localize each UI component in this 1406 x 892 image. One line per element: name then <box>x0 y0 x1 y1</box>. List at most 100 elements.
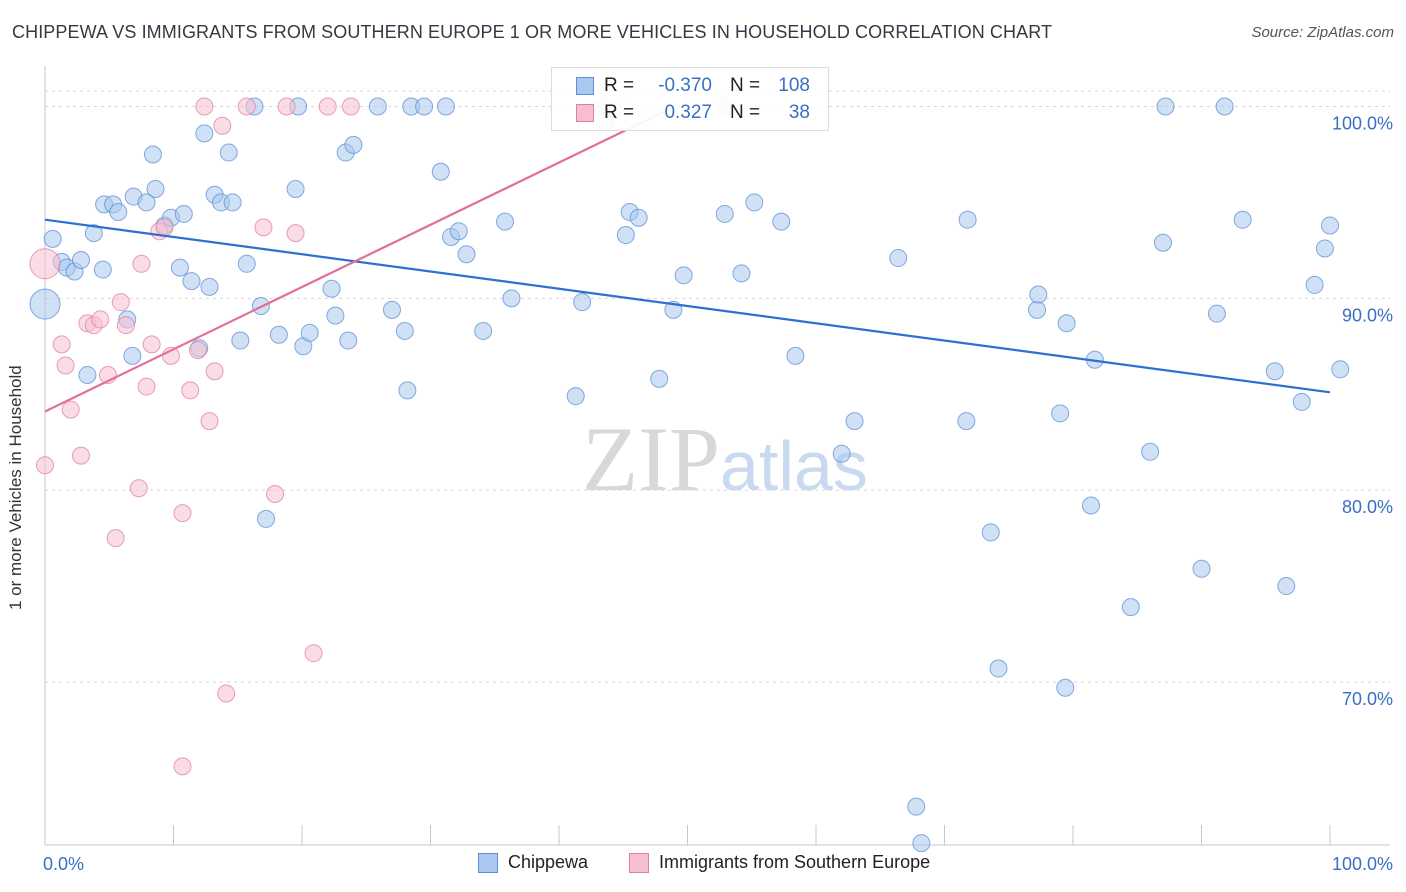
chippewa-point <box>1121 598 1140 617</box>
chippewa-point <box>286 180 305 199</box>
watermark-zip: ZIP <box>582 408 720 510</box>
immigrants-point <box>142 335 161 354</box>
chippewa-point <box>772 212 791 231</box>
chippewa-point <box>200 277 219 296</box>
chippewa-point <box>1081 496 1100 515</box>
chippewa-point <box>257 509 276 528</box>
immigrants-point <box>132 254 151 273</box>
y-tick-label: 100.0% <box>1332 114 1393 134</box>
chippewa-point <box>496 212 515 231</box>
chippewa-point <box>566 387 585 406</box>
chippewa-trend-line <box>44 218 1331 394</box>
immigrants-point <box>91 310 110 329</box>
chippewa-point <box>237 254 256 273</box>
chippewa-point <box>1292 392 1311 411</box>
immigrants-point <box>237 97 256 116</box>
immigrants-point <box>173 504 192 523</box>
immigrants-point <box>286 224 305 243</box>
chippewa-point <box>457 245 476 264</box>
chippewa-point <box>573 293 592 312</box>
chippewa-point <box>344 135 363 154</box>
chippewa-point <box>958 210 977 229</box>
chippewa-point <box>1315 239 1334 258</box>
chippewa-point <box>29 288 61 320</box>
chippewa-point <box>339 331 358 350</box>
chippewa-point <box>269 325 288 344</box>
legend-r-value: 0.327 <box>664 102 712 123</box>
chippewa-point <box>1331 360 1350 379</box>
chippewa-point <box>745 193 764 212</box>
x-tick-label: 100.0% <box>1332 854 1393 874</box>
chippewa-point <box>182 272 201 291</box>
chippewa-point <box>1265 362 1284 381</box>
immigrants-point <box>106 529 125 548</box>
chippewa-point <box>629 208 648 227</box>
chippewa-point <box>1057 314 1076 333</box>
legend-label-immigrants: Immigrants from Southern Europe <box>659 852 931 872</box>
legend-row-immigrants: R = 0.327 N = 38 <box>576 100 810 126</box>
immigrants-point <box>254 218 273 237</box>
chippewa-point <box>845 412 864 431</box>
chippewa-point <box>1056 678 1075 697</box>
chippewa-point <box>436 97 455 116</box>
chippewa-point <box>93 260 112 279</box>
chippewa-point <box>732 264 751 283</box>
chippewa-point <box>231 331 250 350</box>
chippewa-point <box>912 834 931 853</box>
y-tick-label: 90.0% <box>1342 305 1393 325</box>
chippewa-point <box>981 523 1000 542</box>
legend-r-label: R = <box>604 102 635 123</box>
immigrants-point <box>341 97 360 116</box>
chippewa-point <box>71 250 90 269</box>
immigrants-point <box>181 381 200 400</box>
chippewa-point <box>395 321 414 340</box>
chippewa-point <box>219 143 238 162</box>
chippewa-point <box>146 180 165 199</box>
chippewa-point <box>1051 404 1070 423</box>
chippewa-point <box>474 321 493 340</box>
chippewa-point <box>1028 300 1047 319</box>
legend-n-value: 38 <box>788 102 810 123</box>
chippewa-point <box>1215 97 1234 116</box>
chippewa-point <box>43 229 62 248</box>
immigrants-point <box>56 356 75 375</box>
legend-r-label: R = <box>604 75 635 96</box>
legend-r-value: -0.370 <box>658 75 712 96</box>
immigrants-point <box>213 116 232 135</box>
immigrants-point <box>71 446 90 465</box>
chippewa-point <box>415 97 434 116</box>
chippewa-point <box>382 300 401 319</box>
chippewa-point <box>957 412 976 431</box>
chippewa-point <box>715 204 734 223</box>
watermark-atlas: atlas <box>720 427 868 505</box>
x-tick-label: 0.0% <box>43 854 84 874</box>
chippewa-point <box>174 204 193 223</box>
legend-swatch-immigrants <box>576 104 594 122</box>
chippewa-point <box>1192 559 1211 578</box>
chippewa-point <box>78 366 97 385</box>
chippewa-point <box>449 222 468 241</box>
chippewa-point <box>326 306 345 325</box>
immigrants-trend-line <box>44 105 676 413</box>
chippewa-point <box>832 444 851 463</box>
chippewa-point <box>1153 233 1172 252</box>
chippewa-point <box>137 193 156 212</box>
chippewa-point <box>616 226 635 245</box>
chippewa-point <box>1141 442 1160 461</box>
legend-item-immigrants: Immigrants from Southern Europe <box>629 852 930 873</box>
legend-swatch-chippewa <box>478 852 498 873</box>
immigrants-point <box>61 400 80 419</box>
immigrants-point <box>111 293 130 312</box>
immigrants-point <box>217 684 236 703</box>
legend-item-chippewa: Chippewa <box>478 852 588 873</box>
immigrants-point <box>318 97 337 116</box>
chippewa-point <box>907 797 926 816</box>
legend-row-chippewa: R = -0.370 N = 108 <box>576 73 810 99</box>
immigrants-point <box>266 484 285 503</box>
chart-title: CHIPPEWA VS IMMIGRANTS FROM SOUTHERN EUR… <box>12 22 1053 42</box>
chippewa-point <box>223 193 242 212</box>
chippewa-point <box>123 346 142 365</box>
chippewa-point <box>84 224 103 243</box>
chippewa-point <box>368 97 387 116</box>
